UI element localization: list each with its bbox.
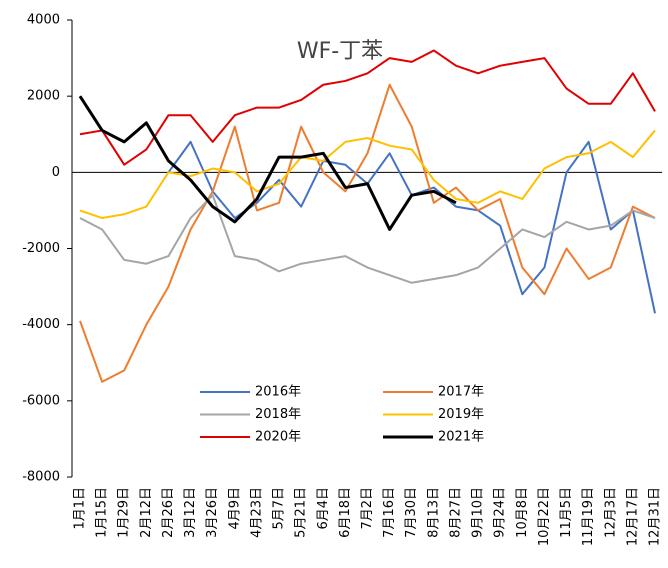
x-tick-label: 12月31日: [648, 487, 663, 546]
x-tick-label: 8月27日: [448, 487, 463, 538]
x-tick-label: 6月18日: [338, 487, 353, 538]
x-tick-label: 11月19日: [581, 487, 596, 546]
chart-title: WF-丁苯: [297, 39, 383, 64]
y-tick-label: -8000: [22, 470, 60, 485]
x-tick-label: 12月17日: [625, 487, 640, 546]
series-line: [79, 129, 656, 220]
legend-label: 2018年: [255, 407, 301, 422]
x-tick-label: 7月16日: [382, 487, 397, 538]
y-tick-label: 0: [52, 165, 60, 180]
x-tick-label: 3月26日: [205, 487, 220, 538]
y-tick-label: -6000: [22, 393, 60, 408]
series-line: [79, 49, 656, 166]
x-tick-label: 1月29日: [117, 487, 132, 538]
series-line: [78, 95, 457, 231]
series-line: [79, 83, 656, 383]
x-tick-label: 6月4日: [316, 487, 331, 530]
y-tick-label: -4000: [22, 317, 60, 332]
x-tick-label: 1月1日: [73, 487, 88, 530]
x-tick-label: 9月24日: [493, 487, 508, 538]
x-tick-label: 4月23日: [249, 487, 264, 538]
legend-label: 2020年: [255, 430, 301, 445]
y-tick-label: -2000: [22, 241, 60, 256]
x-tick-label: 8月13日: [426, 487, 441, 538]
x-tick-label: 10月8日: [515, 487, 530, 538]
x-tick-label: 3月12日: [183, 487, 198, 538]
x-tick-label: 5月21日: [294, 487, 309, 538]
series-line: [79, 194, 656, 284]
x-tick-label: 7月30日: [404, 487, 419, 538]
y-tick-label: 2000: [27, 89, 60, 104]
x-tick-label: 2月12日: [139, 487, 154, 538]
x-tick-label: 12月3日: [603, 487, 618, 538]
legend-label: 2021年: [438, 430, 484, 445]
y-tick-label: 4000: [27, 13, 60, 28]
x-tick-label: 4月9日: [227, 487, 242, 530]
legend-label: 2016年: [255, 385, 301, 400]
x-tick-label: 2月26日: [161, 487, 176, 538]
x-tick-label: 9月10日: [471, 487, 486, 538]
x-tick-label: 7月2日: [360, 487, 375, 530]
legend-label: 2019年: [438, 407, 484, 422]
x-tick-label: 5月7日: [272, 487, 287, 530]
legend-label: 2017年: [438, 385, 484, 400]
x-tick-label: 11月5日: [559, 487, 574, 538]
x-tick-label: 10月22日: [537, 487, 552, 546]
x-tick-label: 1月15日: [95, 487, 110, 538]
